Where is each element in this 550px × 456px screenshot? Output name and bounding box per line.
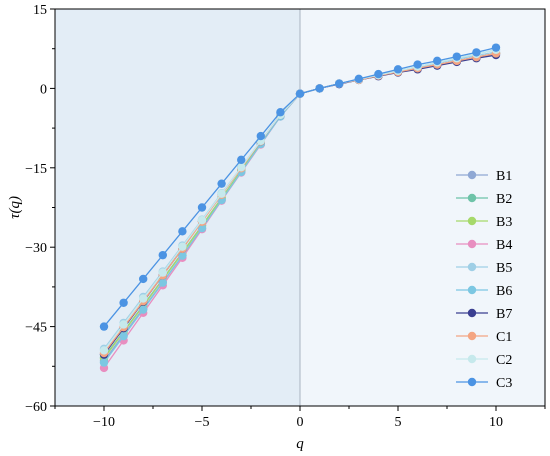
data-point-C2 <box>99 346 109 355</box>
data-point-C3 <box>119 298 128 307</box>
legend-label: C3 <box>496 376 512 391</box>
data-point-C2 <box>197 216 207 225</box>
y-tick-label: 15 <box>33 3 47 18</box>
data-point-C3 <box>158 250 167 260</box>
data-point-C3 <box>178 227 187 236</box>
data-point-C2 <box>139 294 148 303</box>
data-point-C3 <box>217 179 226 188</box>
legend-marker <box>467 331 477 341</box>
legend-marker <box>467 216 477 226</box>
legend-item-B1: B1 <box>456 169 512 184</box>
legend-item-B7: B7 <box>456 307 512 322</box>
legend-label: C2 <box>496 353 512 368</box>
legend-marker <box>467 262 477 272</box>
legend-item-C2: C2 <box>456 353 512 368</box>
x-tick-label: −10 <box>93 415 115 430</box>
x-tick-label: 5 <box>395 415 402 430</box>
y-tick-label: −60 <box>25 400 47 415</box>
legend-marker <box>467 193 477 203</box>
data-point-B6 <box>119 331 128 341</box>
data-point-C2 <box>178 242 187 251</box>
legend-label: C1 <box>496 330 512 345</box>
x-tick-label: 10 <box>489 415 503 430</box>
data-point-C3 <box>452 52 461 61</box>
y-axis: −60 −45 −30 −15 0 15 <box>25 3 55 415</box>
data-point-C2 <box>119 320 128 329</box>
legend-label: B4 <box>496 238 512 253</box>
x-axis-label: q <box>296 436 304 452</box>
data-point-C3 <box>354 74 363 84</box>
legend-item-C1: C1 <box>456 330 512 345</box>
legend-marker <box>467 377 477 387</box>
background-region-1 <box>55 9 300 406</box>
data-point-C3 <box>197 203 207 212</box>
y-tick-label: −30 <box>25 241 47 256</box>
data-point-C3 <box>256 131 265 141</box>
legend-label: B7 <box>496 307 512 322</box>
y-tick-label: −15 <box>25 162 47 177</box>
data-point-C3 <box>491 43 501 52</box>
data-point-B6 <box>158 278 167 287</box>
legend-label: B6 <box>496 284 512 299</box>
legend-label: B1 <box>496 169 512 184</box>
x-tick-label: 0 <box>297 415 304 430</box>
data-point-B6 <box>197 223 207 233</box>
legend-marker <box>467 308 477 318</box>
data-point-B6 <box>139 305 148 314</box>
y-tick-label: −45 <box>25 321 47 336</box>
data-point-C3 <box>393 65 403 74</box>
legend-item-B4: B4 <box>456 238 512 253</box>
legend-item-B5: B5 <box>456 261 512 276</box>
data-point-C3 <box>276 108 285 117</box>
data-point-C2 <box>237 163 246 172</box>
data-point-C3 <box>99 322 109 331</box>
legend-item-B2: B2 <box>456 192 512 207</box>
legend-label: B3 <box>496 215 512 230</box>
data-point-C3 <box>315 84 324 93</box>
legend: B1 B2 B3 B4 B5 B6 B7 C1 C2 C3 <box>456 169 512 391</box>
y-axis-label: τ(q) <box>7 196 23 219</box>
legend-marker <box>467 170 477 180</box>
background-region-2 <box>300 9 545 406</box>
legend-marker <box>467 285 477 295</box>
y-tick-label: 0 <box>40 82 47 97</box>
data-point-C3 <box>433 56 442 66</box>
legend-marker <box>467 239 477 249</box>
x-tick-label: −5 <box>195 415 210 430</box>
data-point-B6 <box>178 251 187 260</box>
legend-label: B5 <box>496 261 512 276</box>
legend-label: B2 <box>496 192 512 207</box>
series-C3 <box>99 43 501 331</box>
series-layer <box>99 43 501 373</box>
data-point-C3 <box>413 60 422 69</box>
data-point-C2 <box>217 189 226 198</box>
data-point-C3 <box>335 79 344 88</box>
legend-marker <box>467 354 477 364</box>
data-point-C3 <box>374 69 383 79</box>
data-point-C3 <box>139 274 148 284</box>
data-point-C3 <box>472 48 481 57</box>
data-point-B6 <box>99 358 109 367</box>
x-axis: −10 −5 0 5 10 <box>54 406 546 430</box>
data-point-C3 <box>237 155 246 165</box>
legend-item-B6: B6 <box>456 284 512 299</box>
plot-background <box>55 9 545 406</box>
legend-item-B3: B3 <box>456 215 512 230</box>
data-point-C3 <box>295 89 305 98</box>
data-point-C2 <box>158 268 167 277</box>
legend-item-C3: C3 <box>456 376 512 391</box>
